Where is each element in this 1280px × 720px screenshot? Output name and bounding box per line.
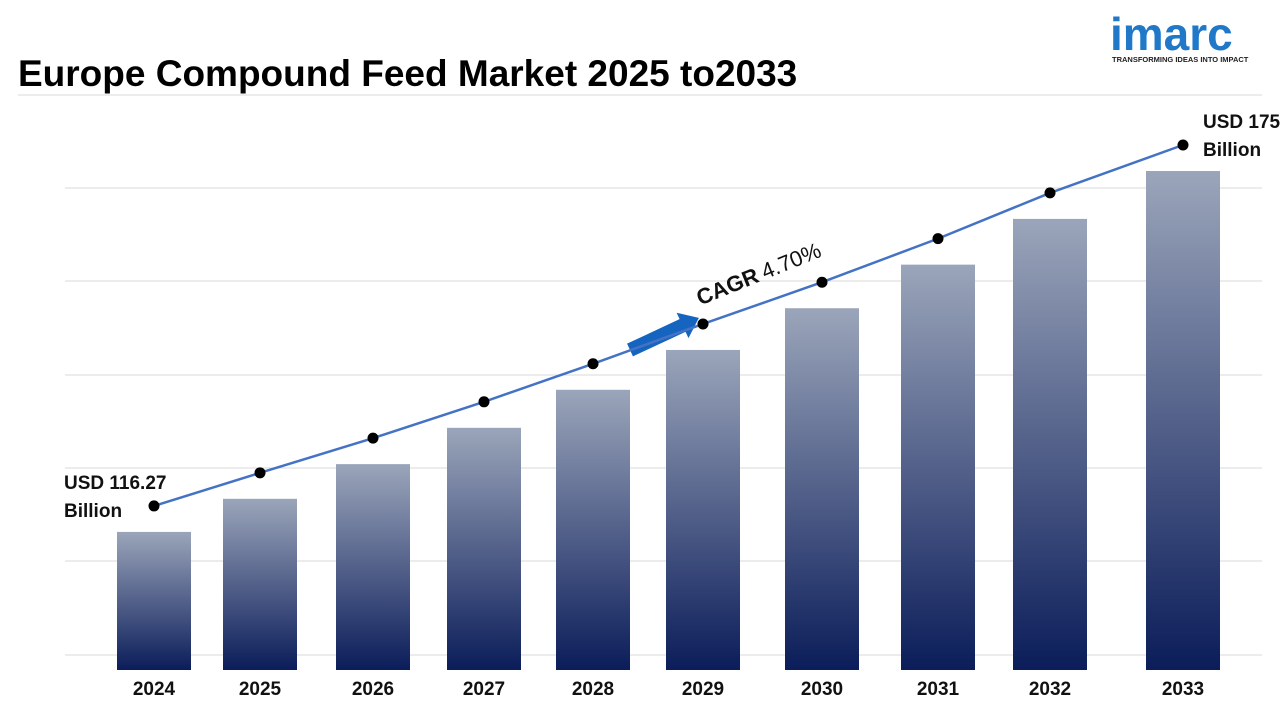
line-point: [254, 467, 266, 479]
line-point: [478, 396, 490, 408]
bar: [1146, 171, 1220, 670]
cagr-value: 4.70%: [757, 237, 824, 284]
line: [153, 143, 1184, 508]
logo: imarc TRANSFORMING IDEAS INTO IMPACT: [1110, 8, 1249, 64]
cagr: CAGR4.70%: [693, 237, 825, 310]
x-tick-label: 2027: [463, 679, 505, 700]
cagr-label: CAGR: [693, 263, 763, 310]
line-point: [148, 500, 160, 512]
bar: [223, 498, 297, 670]
x-tick-label: 2031: [917, 679, 960, 700]
x-tick-label: 2030: [801, 679, 843, 700]
chart-title: Europe Compound Feed Market 2025 to2033: [18, 53, 797, 94]
arrow-head: [676, 312, 699, 339]
x-tick-label: 2024: [133, 679, 176, 700]
bar: [447, 427, 521, 670]
value-label: USD 175.79 Billion: [1203, 112, 1280, 161]
bar: [666, 349, 740, 670]
line-point: [816, 276, 828, 288]
line-point: [697, 318, 709, 330]
line-point: [367, 432, 379, 444]
value-label: USD 116.27 Billion: [64, 472, 167, 522]
logo-name: imarc: [1110, 8, 1233, 60]
bar: [117, 531, 191, 670]
bar: [901, 264, 975, 670]
x-tick-label: 2028: [572, 679, 614, 700]
line-point: [932, 233, 944, 245]
x-tick-label: 2026: [352, 679, 394, 700]
x-tick-label: 2025: [239, 679, 282, 700]
line-point: [1044, 187, 1056, 199]
bar: [556, 389, 630, 670]
bar: [785, 308, 859, 670]
line-point: [587, 358, 599, 370]
x-tick-label: 2033: [1162, 679, 1204, 700]
logo-tagline: TRANSFORMING IDEAS INTO IMPACT: [1112, 55, 1249, 64]
x-tick-label: 2029: [682, 679, 724, 700]
cagr-text: CAGR4.70%: [693, 237, 825, 310]
x-tick-label: 2032: [1029, 679, 1071, 700]
bar: [336, 464, 410, 670]
bar: [1013, 218, 1087, 671]
line-point: [1177, 139, 1189, 151]
